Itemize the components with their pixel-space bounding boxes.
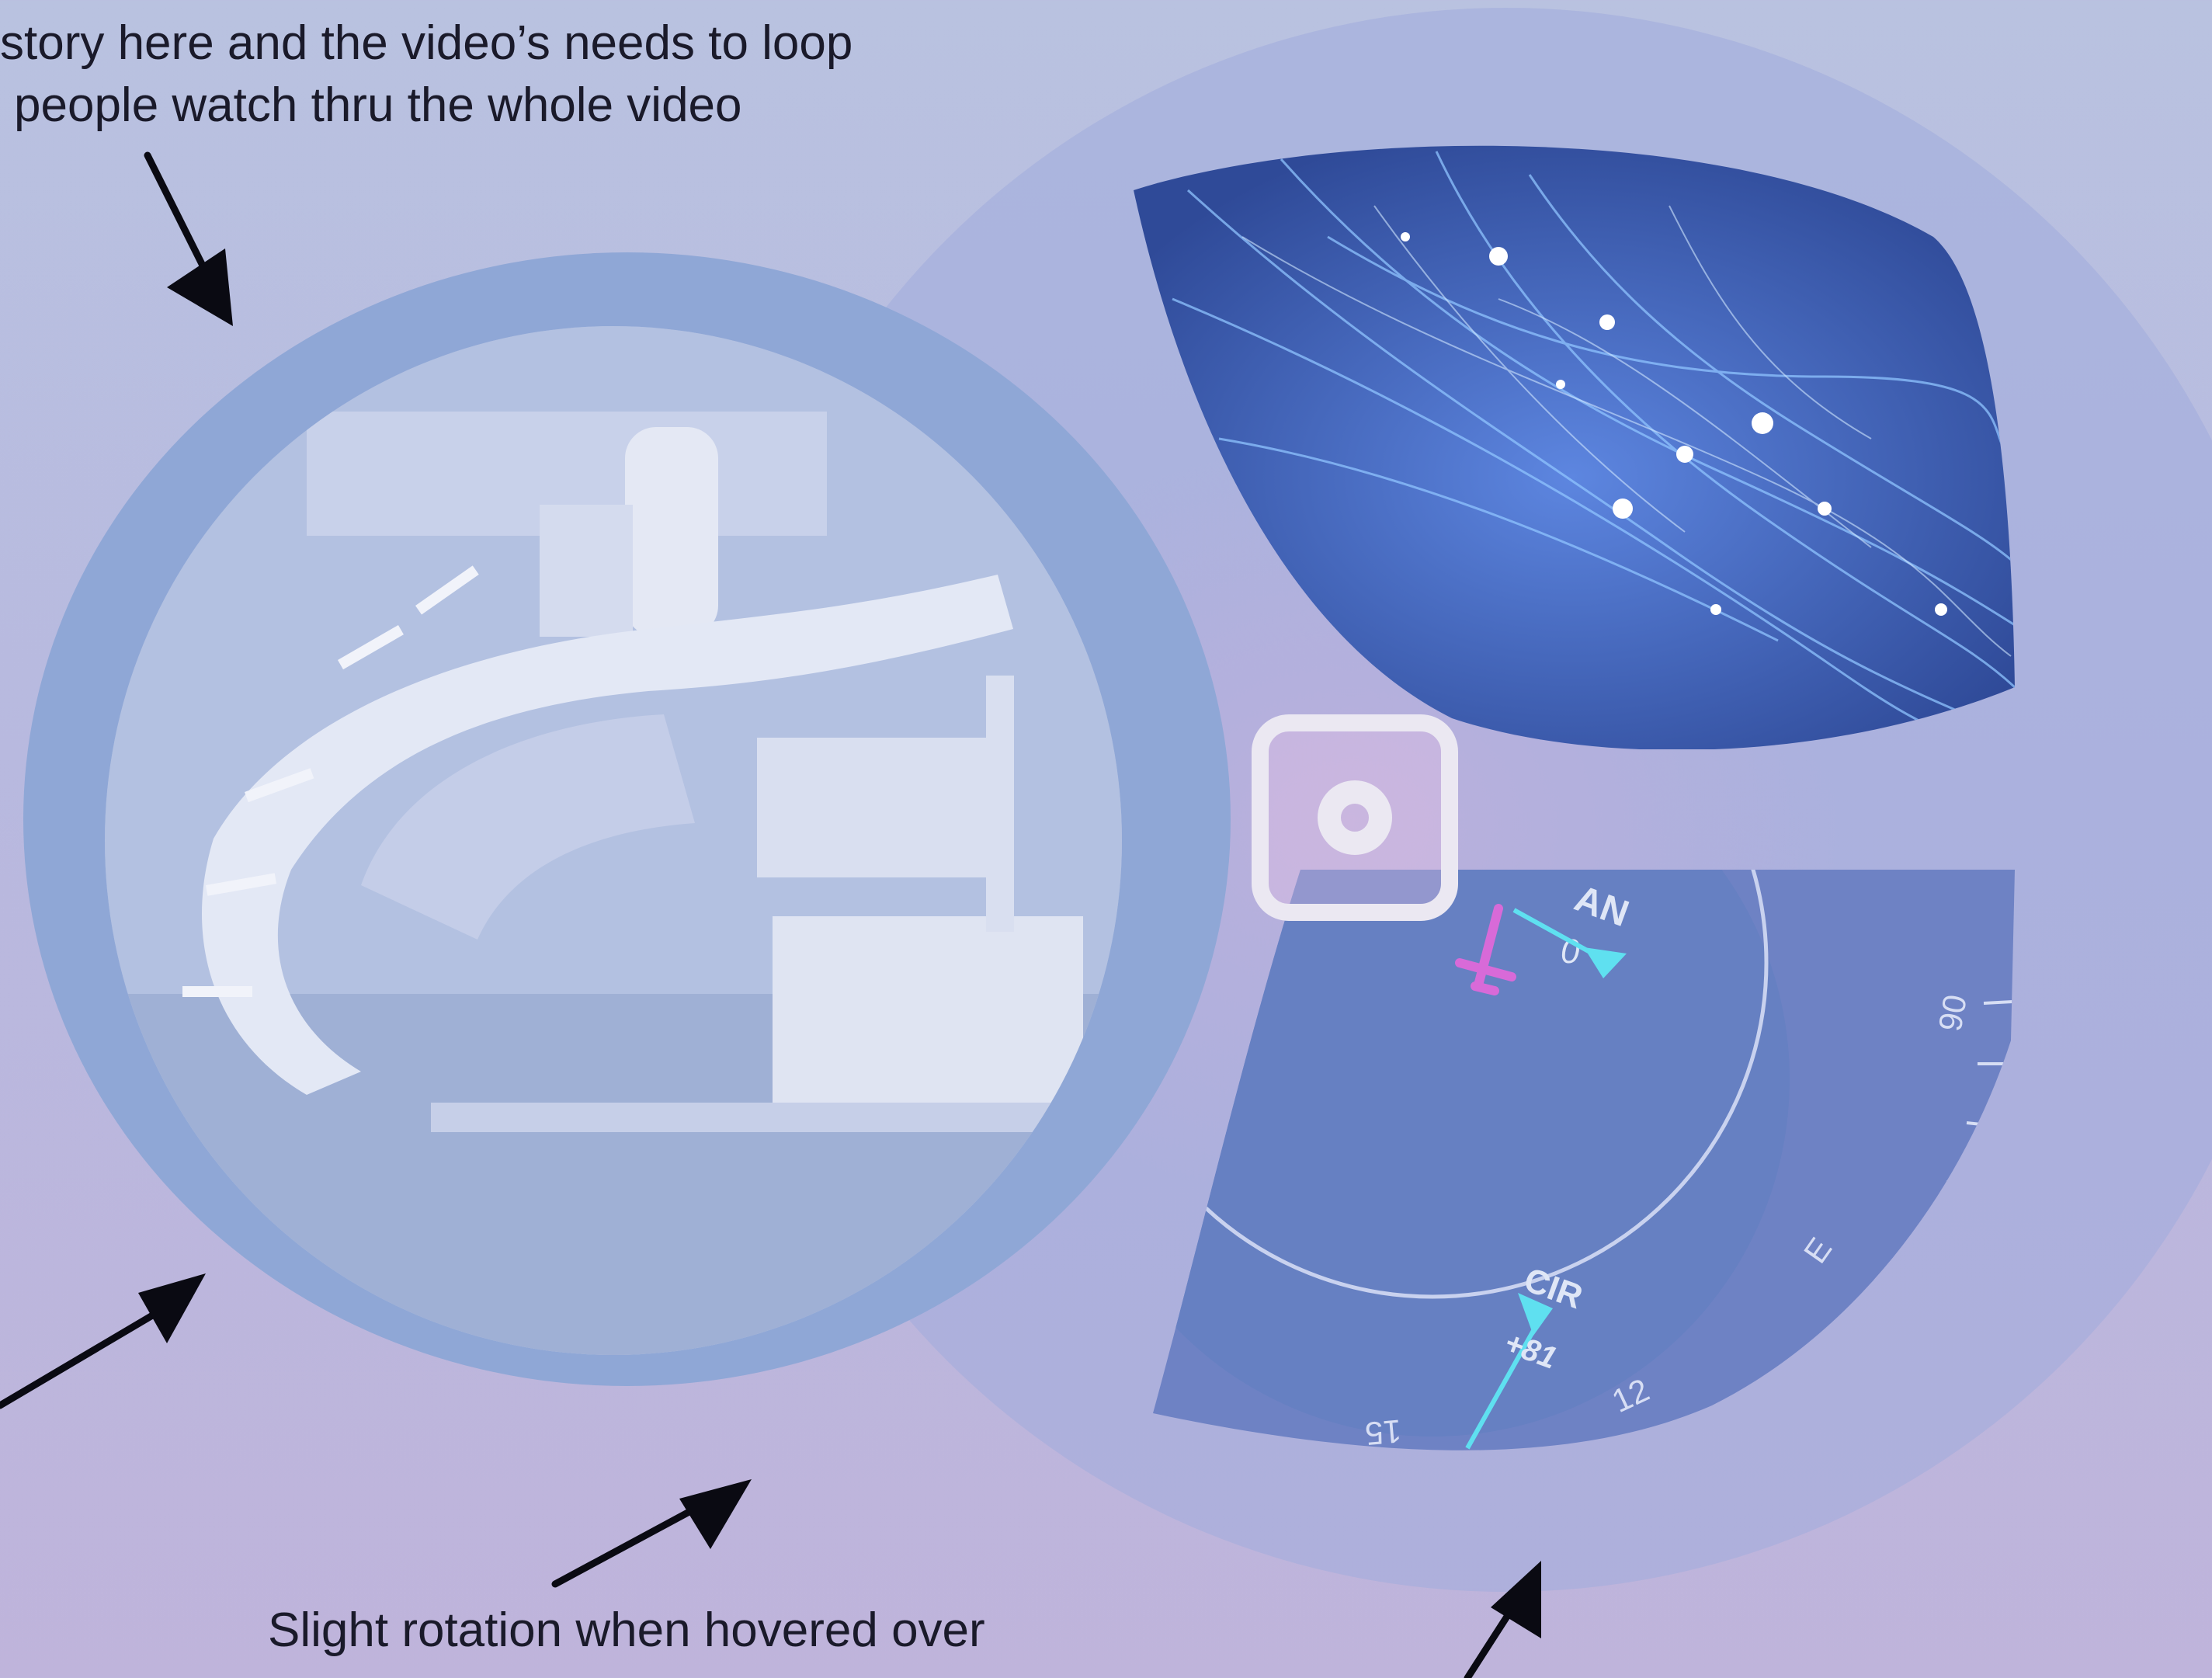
arrow-left (0, 1301, 175, 1409)
radar-tick-15: 15 (1363, 1412, 1403, 1452)
arrow-bottom (551, 1499, 710, 1588)
record-icon (1318, 780, 1392, 855)
radar-tick-90: 90 (1932, 992, 1974, 1034)
video-circle-frame[interactable] (23, 252, 1231, 1386)
annotation-top-line-1: story here and the video’s needs to loop (0, 16, 853, 70)
radar-display-image[interactable]: 90 E 12 15 AN 0 CIR + (1153, 870, 2023, 1503)
arrowhead-top (167, 248, 233, 326)
arrow-top (144, 151, 214, 283)
network-graphic (1134, 145, 2015, 749)
record-button[interactable] (1252, 714, 1458, 921)
network-lines-image[interactable] (1126, 144, 2019, 749)
annotation-top-line-2: people watch thru the whole video (14, 78, 742, 132)
airport-aerial-image[interactable] (105, 326, 1122, 1355)
airport-graphic (105, 326, 1122, 1355)
arrow-bottom-right (1464, 1596, 1522, 1678)
arrowhead-bottom (679, 1479, 752, 1549)
arrowhead-left (138, 1273, 206, 1343)
radar-graphic: 90 E 12 15 AN 0 CIR + (1153, 870, 2015, 1452)
annotation-bottom-line-1: Slight rotation when hovered over (268, 1603, 985, 1657)
